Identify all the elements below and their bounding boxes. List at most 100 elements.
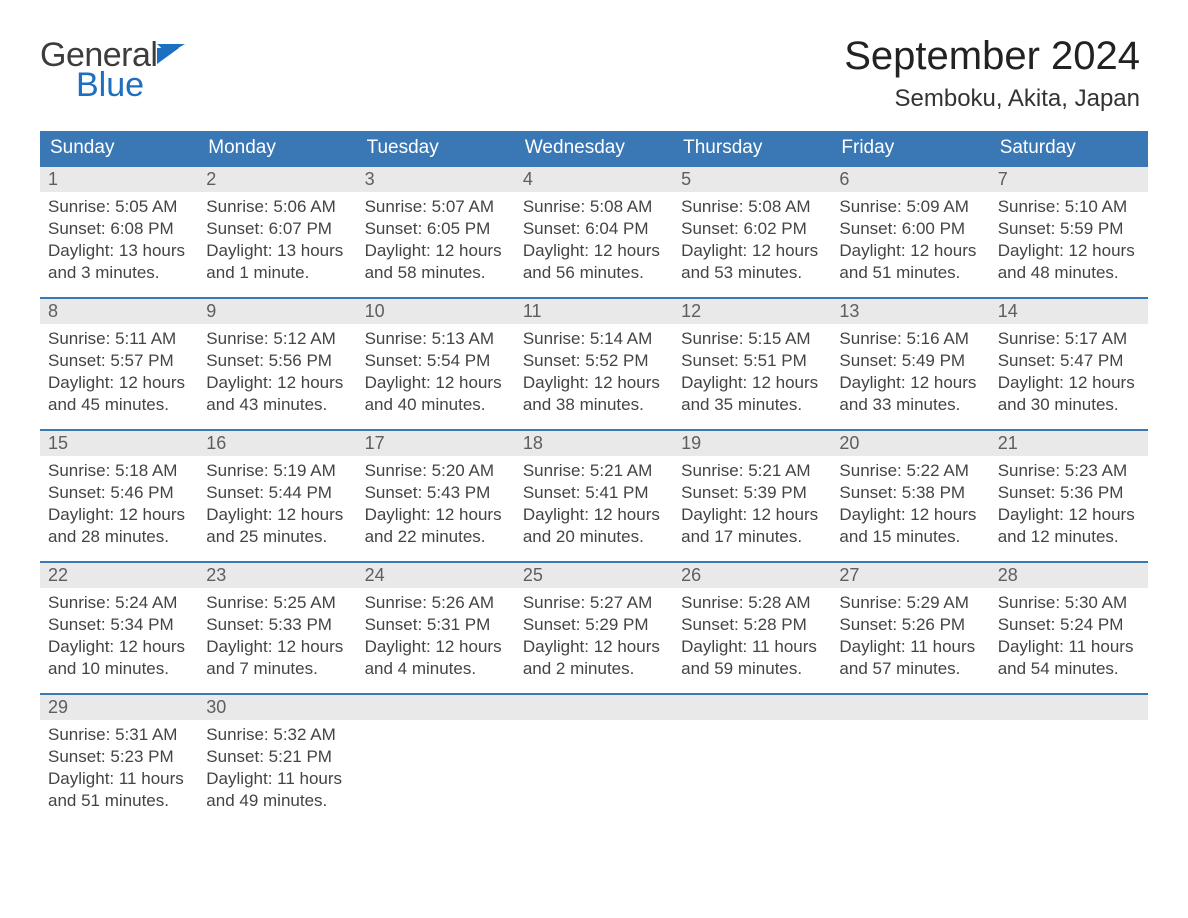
day-number: 13: [831, 297, 989, 324]
sunset-text: Sunset: 5:56 PM: [206, 350, 348, 372]
sunrise-text: Sunrise: 5:21 AM: [681, 460, 823, 482]
daylight-text: Daylight: 12 hours and 56 minutes.: [523, 240, 665, 284]
day-number: 4: [515, 165, 673, 192]
calendar-cell: 22Sunrise: 5:24 AMSunset: 5:34 PMDayligh…: [40, 561, 198, 693]
day-number: 27: [831, 561, 989, 588]
daylight-text: Daylight: 12 hours and 22 minutes.: [365, 504, 507, 548]
header: General Blue September 2024 Semboku, Aki…: [40, 20, 1148, 119]
day-number: 30: [198, 693, 356, 720]
calendar-cell: 4Sunrise: 5:08 AMSunset: 6:04 PMDaylight…: [515, 165, 673, 297]
day-number: 25: [515, 561, 673, 588]
sunset-text: Sunset: 5:39 PM: [681, 482, 823, 504]
day-body: Sunrise: 5:11 AMSunset: 5:57 PMDaylight:…: [40, 324, 198, 424]
calendar-cell: 6Sunrise: 5:09 AMSunset: 6:00 PMDaylight…: [831, 165, 989, 297]
dow-tuesday: Tuesday: [357, 131, 515, 165]
dow-friday: Friday: [831, 131, 989, 165]
sunrise-text: Sunrise: 5:32 AM: [206, 724, 348, 746]
sunset-text: Sunset: 5:29 PM: [523, 614, 665, 636]
sunrise-text: Sunrise: 5:23 AM: [998, 460, 1140, 482]
sunset-text: Sunset: 5:46 PM: [48, 482, 190, 504]
calendar-cell: 9Sunrise: 5:12 AMSunset: 5:56 PMDaylight…: [198, 297, 356, 429]
calendar-cell: 14Sunrise: 5:17 AMSunset: 5:47 PMDayligh…: [990, 297, 1148, 429]
day-body: Sunrise: 5:24 AMSunset: 5:34 PMDaylight:…: [40, 588, 198, 688]
calendar-week-row: 15Sunrise: 5:18 AMSunset: 5:46 PMDayligh…: [40, 429, 1148, 561]
daylight-text: Daylight: 12 hours and 43 minutes.: [206, 372, 348, 416]
sunrise-text: Sunrise: 5:08 AM: [681, 196, 823, 218]
daylight-text: Daylight: 12 hours and 35 minutes.: [681, 372, 823, 416]
dow-thursday: Thursday: [673, 131, 831, 165]
calendar-cell: 26Sunrise: 5:28 AMSunset: 5:28 PMDayligh…: [673, 561, 831, 693]
calendar-cell: 8Sunrise: 5:11 AMSunset: 5:57 PMDaylight…: [40, 297, 198, 429]
sunset-text: Sunset: 5:47 PM: [998, 350, 1140, 372]
calendar-cell: 2Sunrise: 5:06 AMSunset: 6:07 PMDaylight…: [198, 165, 356, 297]
daylight-text: Daylight: 12 hours and 51 minutes.: [839, 240, 981, 284]
daylight-text: Daylight: 12 hours and 12 minutes.: [998, 504, 1140, 548]
day-body: Sunrise: 5:21 AMSunset: 5:39 PMDaylight:…: [673, 456, 831, 556]
sunrise-text: Sunrise: 5:11 AM: [48, 328, 190, 350]
daylight-text: Daylight: 12 hours and 33 minutes.: [839, 372, 981, 416]
day-body: Sunrise: 5:17 AMSunset: 5:47 PMDaylight:…: [990, 324, 1148, 424]
sunset-text: Sunset: 5:31 PM: [365, 614, 507, 636]
calendar-cell: [673, 693, 831, 825]
day-body: Sunrise: 5:13 AMSunset: 5:54 PMDaylight:…: [357, 324, 515, 424]
sunset-text: Sunset: 6:02 PM: [681, 218, 823, 240]
daylight-text: Daylight: 12 hours and 25 minutes.: [206, 504, 348, 548]
calendar-cell: 23Sunrise: 5:25 AMSunset: 5:33 PMDayligh…: [198, 561, 356, 693]
daylight-text: Daylight: 12 hours and 40 minutes.: [365, 372, 507, 416]
day-number: 9: [198, 297, 356, 324]
daylight-text: Daylight: 11 hours and 54 minutes.: [998, 636, 1140, 680]
day-number: 5: [673, 165, 831, 192]
sunrise-text: Sunrise: 5:28 AM: [681, 592, 823, 614]
day-body: Sunrise: 5:05 AMSunset: 6:08 PMDaylight:…: [40, 192, 198, 292]
sunrise-text: Sunrise: 5:27 AM: [523, 592, 665, 614]
sunset-text: Sunset: 6:08 PM: [48, 218, 190, 240]
daylight-text: Daylight: 12 hours and 28 minutes.: [48, 504, 190, 548]
month-title: September 2024: [844, 34, 1140, 79]
daylight-text: Daylight: 12 hours and 58 minutes.: [365, 240, 507, 284]
day-number-blank: [990, 693, 1148, 720]
day-number: 28: [990, 561, 1148, 588]
day-number: 26: [673, 561, 831, 588]
sunrise-text: Sunrise: 5:24 AM: [48, 592, 190, 614]
sunrise-text: Sunrise: 5:08 AM: [523, 196, 665, 218]
calendar-week-row: 22Sunrise: 5:24 AMSunset: 5:34 PMDayligh…: [40, 561, 1148, 693]
calendar-cell: 21Sunrise: 5:23 AMSunset: 5:36 PMDayligh…: [990, 429, 1148, 561]
calendar-cell: 11Sunrise: 5:14 AMSunset: 5:52 PMDayligh…: [515, 297, 673, 429]
calendar-cell: [357, 693, 515, 825]
calendar-cell: 1Sunrise: 5:05 AMSunset: 6:08 PMDaylight…: [40, 165, 198, 297]
sunrise-text: Sunrise: 5:13 AM: [365, 328, 507, 350]
sunrise-text: Sunrise: 5:26 AM: [365, 592, 507, 614]
sunrise-text: Sunrise: 5:10 AM: [998, 196, 1140, 218]
day-body: Sunrise: 5:06 AMSunset: 6:07 PMDaylight:…: [198, 192, 356, 292]
day-body: Sunrise: 5:08 AMSunset: 6:02 PMDaylight:…: [673, 192, 831, 292]
calendar-body: 1Sunrise: 5:05 AMSunset: 6:08 PMDaylight…: [40, 165, 1148, 825]
calendar-cell: 24Sunrise: 5:26 AMSunset: 5:31 PMDayligh…: [357, 561, 515, 693]
day-number-blank: [831, 693, 989, 720]
calendar-cell: 17Sunrise: 5:20 AMSunset: 5:43 PMDayligh…: [357, 429, 515, 561]
daylight-text: Daylight: 12 hours and 30 minutes.: [998, 372, 1140, 416]
day-number-blank: [515, 693, 673, 720]
calendar-cell: 3Sunrise: 5:07 AMSunset: 6:05 PMDaylight…: [357, 165, 515, 297]
day-number: 24: [357, 561, 515, 588]
day-number: 12: [673, 297, 831, 324]
calendar-cell: 30Sunrise: 5:32 AMSunset: 5:21 PMDayligh…: [198, 693, 356, 825]
day-body: Sunrise: 5:15 AMSunset: 5:51 PMDaylight:…: [673, 324, 831, 424]
day-number: 29: [40, 693, 198, 720]
calendar-cell: 12Sunrise: 5:15 AMSunset: 5:51 PMDayligh…: [673, 297, 831, 429]
sunrise-text: Sunrise: 5:07 AM: [365, 196, 507, 218]
day-number: 3: [357, 165, 515, 192]
day-body: Sunrise: 5:08 AMSunset: 6:04 PMDaylight:…: [515, 192, 673, 292]
calendar-cell: 10Sunrise: 5:13 AMSunset: 5:54 PMDayligh…: [357, 297, 515, 429]
day-body: Sunrise: 5:31 AMSunset: 5:23 PMDaylight:…: [40, 720, 198, 820]
day-body: Sunrise: 5:12 AMSunset: 5:56 PMDaylight:…: [198, 324, 356, 424]
sunset-text: Sunset: 5:52 PM: [523, 350, 665, 372]
sunrise-text: Sunrise: 5:17 AM: [998, 328, 1140, 350]
daylight-text: Daylight: 12 hours and 38 minutes.: [523, 372, 665, 416]
calendar-cell: 29Sunrise: 5:31 AMSunset: 5:23 PMDayligh…: [40, 693, 198, 825]
daylight-text: Daylight: 12 hours and 17 minutes.: [681, 504, 823, 548]
sunset-text: Sunset: 5:43 PM: [365, 482, 507, 504]
day-body: Sunrise: 5:19 AMSunset: 5:44 PMDaylight:…: [198, 456, 356, 556]
sunrise-text: Sunrise: 5:18 AM: [48, 460, 190, 482]
sunrise-text: Sunrise: 5:15 AM: [681, 328, 823, 350]
sunrise-text: Sunrise: 5:31 AM: [48, 724, 190, 746]
